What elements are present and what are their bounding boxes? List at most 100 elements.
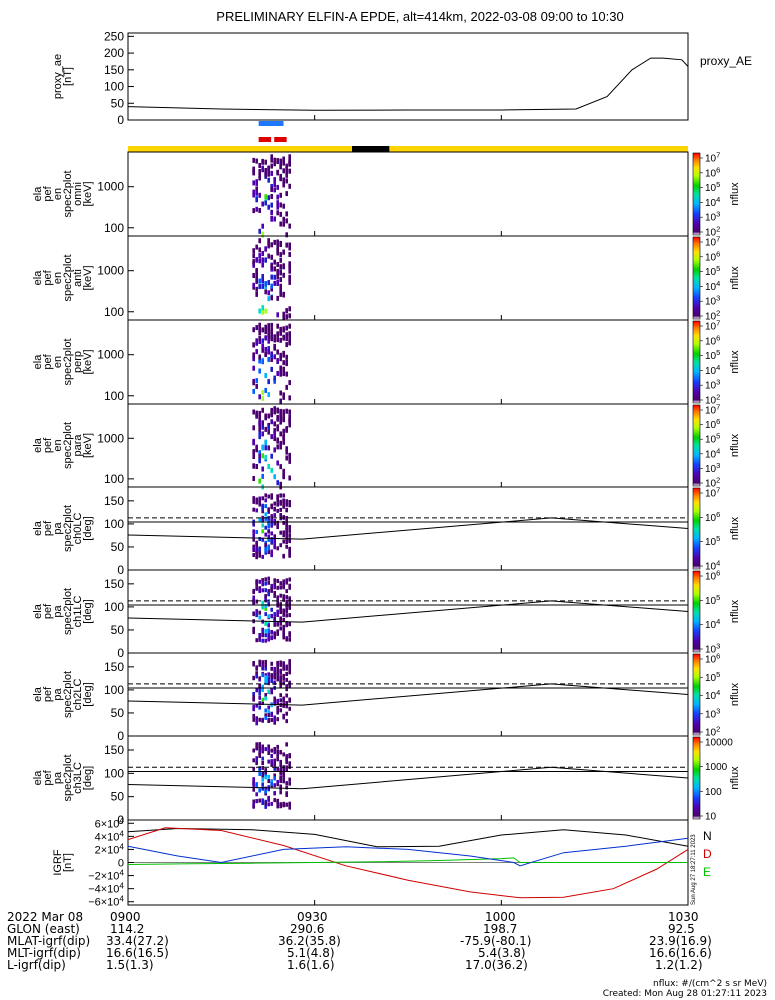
spectrogram-6-cell — [267, 534, 270, 539]
spectrogram-2-cell — [279, 202, 282, 208]
spectrogram-3-cell — [288, 264, 291, 270]
spectrogram-5-cell — [285, 427, 288, 433]
spectrogram-9-cell — [270, 754, 273, 758]
status-bar-2 — [274, 137, 287, 142]
spectrogram-2-cell — [276, 169, 279, 175]
spectrogram-3-cell — [258, 284, 261, 290]
spectrogram-3-cell — [270, 295, 273, 301]
spectrogram-3-cell — [288, 313, 291, 319]
spectrogram-5-cell — [261, 407, 264, 413]
spectrogram-5-cell — [282, 468, 285, 474]
spectrogram-9-cell — [261, 777, 264, 782]
panel-igrf-yticklabel-3: 0 — [118, 858, 124, 870]
spectrogram-8-cell — [279, 698, 282, 703]
spectrogram-3-cell — [264, 281, 267, 286]
spectrogram-8-cell — [258, 705, 261, 710]
spectrogram-8-cell — [273, 672, 276, 677]
panel-pef_pa_ch1LC-ylabel-line-3: spec2plot — [62, 588, 74, 635]
panel-pef_pa_ch0LC: elapefpaspec2plotch0LC[deg]1501005001071… — [32, 486, 741, 578]
spectrogram-7-cell — [261, 600, 264, 605]
spectrogram-9-cell — [276, 757, 279, 762]
spectrogram-3-cell — [288, 306, 291, 312]
spectrogram-6-cell — [261, 515, 264, 520]
spectrogram-9-cell — [252, 766, 255, 771]
spectrogram-9-cell — [258, 788, 261, 793]
spectrogram-3-cell — [255, 257, 258, 263]
spectrogram-9-cell — [267, 744, 270, 749]
spectrogram-7-cell — [258, 579, 261, 584]
spectrogram-5-cell — [264, 445, 267, 451]
spectrogram-8-cell — [279, 675, 282, 680]
panel-igrf: IGRF[nT]6×1044×1042×1040−2×104−4×104−6×1… — [52, 816, 712, 908]
spectrogram-8-cell — [264, 659, 267, 664]
spectrogram-4-cell — [267, 334, 270, 340]
colorbar-9-label: nflux — [729, 766, 741, 790]
spectrogram-2-cell — [255, 186, 258, 192]
panel-proxy_ae-yticklabel-5: 0 — [117, 113, 124, 127]
spectrogram-3-cell — [285, 308, 288, 314]
spectrogram-9-cell — [273, 776, 276, 781]
spectrogram-8-cell — [270, 679, 273, 683]
spectrogram-9-cell — [282, 767, 285, 772]
spectrogram-5-cell — [279, 481, 282, 487]
spectrogram-8-cell — [255, 721, 258, 726]
spectrogram-4-cell — [270, 366, 273, 372]
spectrogram-8-cell — [252, 662, 255, 667]
spectrogram-4-cell — [252, 356, 255, 362]
spectrogram-2-cell — [282, 203, 285, 209]
spectrogram-5-cell — [288, 417, 291, 423]
spectrogram-9-cell — [267, 779, 270, 783]
spectrogram-2-cell — [264, 200, 267, 206]
spectrogram-3-cell — [285, 242, 288, 248]
spectrogram-8-cell — [258, 717, 261, 722]
spectrogram-5-cell — [258, 410, 261, 416]
spectrogram-7-cell — [285, 608, 288, 612]
spectrogram-2-cell — [285, 178, 288, 184]
spectrogram-2-cell — [276, 159, 279, 164]
spectrogram-6-cell — [285, 537, 288, 542]
spectrogram-2-cell — [255, 158, 258, 164]
spectrogram-8-cell — [282, 666, 285, 671]
spectrogram-4-cell — [267, 356, 270, 362]
panel-pef_en_para-ylabel-line-0: ela — [32, 437, 44, 453]
spectrogram-7-cell — [279, 602, 282, 607]
spectrogram-5-cell — [258, 478, 261, 484]
spectrogram-6-cell — [255, 540, 258, 545]
colorbar-7-label: nflux — [729, 599, 741, 623]
spectrogram-3-cell — [276, 268, 279, 274]
spectrogram-2-cell — [258, 208, 261, 213]
spectrogram-4-cell — [252, 365, 255, 371]
spectrogram-8-cell — [255, 688, 258, 693]
spectrogram-8-cell — [267, 719, 270, 723]
spectrogram-7-cell — [258, 633, 261, 637]
spectrogram-4-cell — [255, 325, 258, 331]
spectrogram-9-cell — [261, 786, 264, 791]
spectrogram-4-cell — [288, 340, 291, 346]
spectrogram-8-cell — [285, 719, 288, 724]
spectrogram-8-cell — [273, 680, 276, 685]
spectrogram-7-cell — [267, 637, 270, 642]
spectrogram-7-cell — [264, 588, 267, 593]
spectrogram-6-cell — [255, 508, 258, 513]
panel-pef_en_perp-yticklabel-1: 100 — [104, 389, 124, 403]
spectrogram-9-cell — [288, 781, 291, 786]
spectrogram-9-cell — [252, 802, 255, 807]
spectrogram-3-cell — [282, 315, 285, 321]
panel-pef_en_para-ylabel-line-5: [keV] — [82, 433, 94, 458]
spectrogram-4-cell — [264, 329, 267, 335]
spectrogram-3-cell — [276, 248, 279, 253]
spectrogram-4-cell — [279, 352, 282, 358]
spectrogram-3-cell — [276, 244, 279, 250]
spectrogram-6-cell — [267, 529, 270, 534]
colorbar-2-ticklabel-0: 107 — [705, 151, 720, 165]
spectrogram-8-cell — [252, 717, 255, 722]
spectrogram-2-cell — [270, 157, 273, 163]
spectrogram-6-cell — [264, 498, 267, 503]
spectrogram-5-cell — [282, 473, 285, 479]
spectrogram-3-cell — [258, 247, 261, 253]
spectrogram-6-cell — [273, 507, 276, 512]
spectrogram-9-cell — [276, 800, 279, 805]
spectrogram-3-cell — [267, 290, 270, 296]
spectrogram-4-cell — [258, 335, 261, 341]
